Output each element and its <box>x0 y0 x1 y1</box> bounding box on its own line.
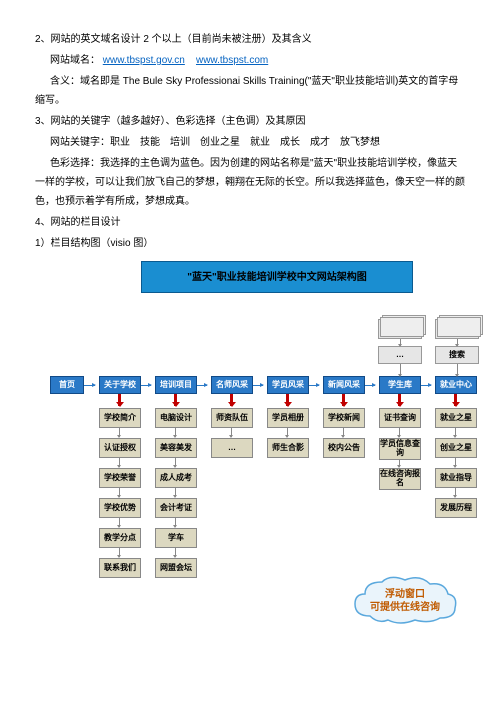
arrow-g <box>455 458 456 467</box>
arrow-h <box>253 385 263 386</box>
arrow-g <box>119 458 120 467</box>
arrow-g <box>455 488 456 497</box>
arrow-g <box>175 428 176 437</box>
cell: 学车 <box>155 528 197 548</box>
nav-students: 学员风采 <box>267 376 309 394</box>
cell: 网盟会坛 <box>155 558 197 578</box>
stack-enroll: 在线招生 <box>435 319 479 339</box>
box-favorite: 收藏我们 <box>378 319 422 339</box>
floating-window-cloud: 浮动窗口 可提供在线咨询 <box>350 576 460 626</box>
label-domain: 网站域名： <box>50 55 100 66</box>
arrow-g <box>119 518 120 527</box>
nav-db: 学生库 <box>379 376 421 394</box>
cell: 联系我们 <box>99 558 141 578</box>
site-structure-diagram: "蓝天"职业技能培训学校中文网站架构图 收藏我们 在线招生 搜索 … 首页 关于… <box>85 261 485 641</box>
box-enroll: 在线招生 <box>435 319 479 339</box>
arrow-h <box>309 385 319 386</box>
cell: … <box>211 438 253 458</box>
arrow-down-gray <box>400 339 401 346</box>
box-search: 搜索 <box>435 346 479 364</box>
arrow-down-gray <box>457 364 458 376</box>
arrow-g <box>175 458 176 467</box>
arrow-g <box>175 548 176 557</box>
cell: 就业之星 <box>435 408 477 428</box>
arrow-h <box>421 385 431 386</box>
arrow-h <box>84 385 95 386</box>
cell: 会计考证 <box>155 498 197 518</box>
cell: 美容美发 <box>155 438 197 458</box>
para-nav-title: 4、网站的栏目设计 <box>35 213 465 232</box>
cell: 学校优势 <box>99 498 141 518</box>
arrow-g <box>455 428 456 437</box>
nav-teachers: 名师风采 <box>211 376 253 394</box>
cell: 证书查询 <box>379 408 421 428</box>
nav-home: 首页 <box>50 376 84 394</box>
arrow-g <box>231 428 232 437</box>
arrow-red <box>118 394 121 406</box>
arrow-g <box>399 428 400 437</box>
arrow-h <box>141 385 151 386</box>
cell: 师资队伍 <box>211 408 253 428</box>
cell: 创业之星 <box>435 438 477 458</box>
para-color: 色彩选择：我选择的主色调为蓝色。因为创建的网站名称是"蓝天"职业技能培训学校，像… <box>35 154 465 211</box>
box-dots: … <box>378 346 422 364</box>
nav-jobs: 就业中心 <box>435 376 477 394</box>
arrow-down-gray <box>400 364 401 376</box>
link-com[interactable]: www.tbspst.com <box>196 55 268 66</box>
cell: 学员相册 <box>267 408 309 428</box>
nav-about: 关于学校 <box>99 376 141 394</box>
cell: 成人成考 <box>155 468 197 488</box>
arrow-g <box>119 428 120 437</box>
arrow-h <box>197 385 207 386</box>
cell: 学校荣誉 <box>99 468 141 488</box>
para-domain-title: 2、网站的英文域名设计 2 个以上（目前尚未被注册）及其含义 <box>35 30 465 49</box>
cell: 教学分点 <box>99 528 141 548</box>
arrow-g <box>175 518 176 527</box>
cell: 就业指导 <box>435 468 477 488</box>
cloud-line2: 可提供在线咨询 <box>370 601 440 614</box>
cell: 师生合影 <box>267 438 309 458</box>
arrow-red <box>174 394 177 406</box>
arrow-red <box>454 394 457 406</box>
cloud-line1: 浮动窗口 <box>385 588 425 601</box>
arrow-g <box>175 488 176 497</box>
diagram-title: "蓝天"职业技能培训学校中文网站架构图 <box>141 261 413 293</box>
stack-favorite: 收藏我们 <box>378 319 422 339</box>
nav-training: 培训项目 <box>155 376 197 394</box>
cell: 学员信息查询 <box>379 438 421 460</box>
cell: 校内公告 <box>323 438 365 458</box>
arrow-h <box>365 385 375 386</box>
arrow-g <box>343 428 344 437</box>
link-gov[interactable]: www.tbspst.gov.cn <box>103 55 185 66</box>
arrow-red <box>398 394 401 406</box>
arrow-red <box>342 394 345 406</box>
para-visio: 1）栏目结构图（visio 图） <box>35 234 465 253</box>
arrow-g <box>119 488 120 497</box>
arrow-red <box>230 394 233 406</box>
para-keywords: 网站关键字：职业 技能 培训 创业之星 就业 成长 成才 放飞梦想 <box>35 133 465 152</box>
arrow-down-gray <box>457 339 458 346</box>
para-keywords-title: 3、网站的关键字（越多越好）、色彩选择（主色调）及其原因 <box>35 112 465 131</box>
arrow-red <box>286 394 289 406</box>
para-domain-links: 网站域名： www.tbspst.gov.cn www.tbspst.com <box>35 51 465 70</box>
arrow-g <box>119 548 120 557</box>
cell: 电脑设计 <box>155 408 197 428</box>
nav-news: 新闻风采 <box>323 376 365 394</box>
arrow-g <box>287 428 288 437</box>
cell: 学校简介 <box>99 408 141 428</box>
cell: 发展历程 <box>435 498 477 518</box>
cell: 在线咨询报名 <box>379 468 421 490</box>
para-meaning: 含义：域名即是 The Bule Sky Professionai Skills… <box>35 72 465 110</box>
cell: 学校新闻 <box>323 408 365 428</box>
cell: 认证授权 <box>99 438 141 458</box>
